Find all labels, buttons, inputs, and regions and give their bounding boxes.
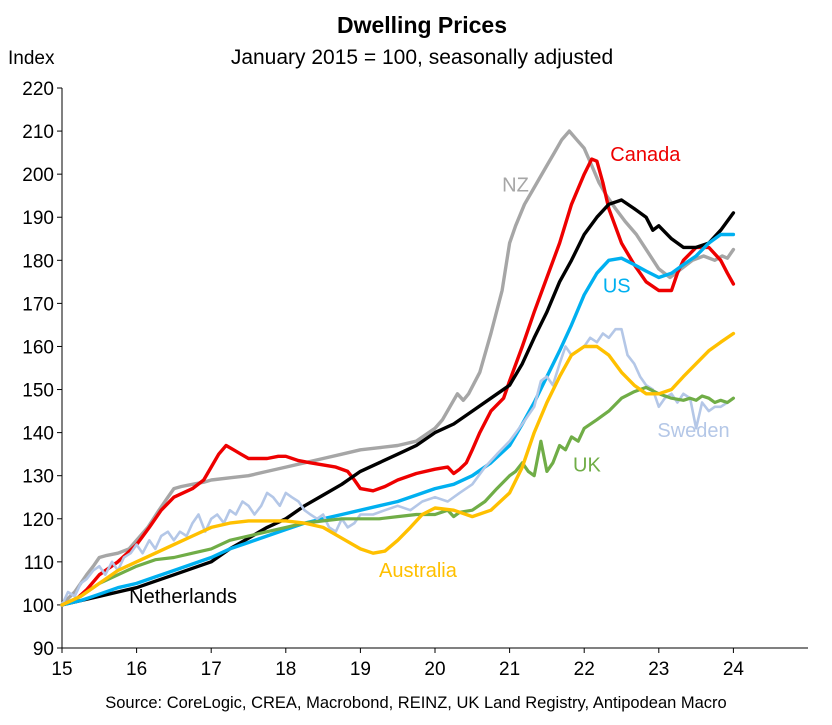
x-tick-label: 23: [648, 659, 669, 680]
y-tick-label: 150: [22, 381, 54, 402]
series-line-us: [60, 232, 736, 607]
x-tick-label: 21: [499, 659, 520, 680]
y-tick-label: 220: [22, 79, 54, 100]
axes: 90 100 110 120 130 140 150 160 170 180 190 200 210 22…: [22, 79, 808, 680]
series-labels: NZ Canada US Sweden UK Australia Netherlands: [129, 144, 730, 608]
series-label-nz: NZ: [502, 174, 529, 196]
y-tick-label: 180: [22, 251, 54, 272]
series-line-netherlands: [60, 198, 736, 607]
x-tick-label: 15: [51, 659, 72, 680]
series-lines: [60, 129, 736, 607]
y-axis-label: Index: [8, 48, 55, 69]
series-label-sweden: Sweden: [657, 420, 729, 442]
y-tick-label: 170: [22, 294, 54, 315]
x-tick-label: 22: [574, 659, 595, 680]
series-label-canada: Canada: [610, 144, 681, 166]
y-tick-label: 210: [22, 122, 54, 143]
y-tick-label: 130: [22, 467, 54, 488]
y-tick-label: 190: [22, 208, 54, 229]
x-tick-label: 16: [126, 659, 147, 680]
y-tick-label: 90: [33, 639, 54, 660]
y-tick-label: 100: [22, 596, 54, 617]
source-note: Source: CoreLogic, CREA, Macrobond, REIN…: [105, 694, 726, 712]
x-tick-label: 17: [201, 659, 222, 680]
y-tick-label: 160: [22, 337, 54, 358]
y-tick-label: 200: [22, 165, 54, 186]
series-label-netherlands: Netherlands: [129, 586, 237, 608]
x-tick-label: 20: [424, 659, 445, 680]
series-line-sweden: [60, 327, 735, 607]
x-tick-label: 19: [350, 659, 371, 680]
x-tick-label: 18: [275, 659, 296, 680]
y-tick-label: 120: [22, 510, 54, 531]
series-label-us: US: [603, 276, 631, 298]
series-line-australia: [60, 331, 736, 607]
series-line-uk: [60, 385, 735, 607]
x-tick-label: 24: [723, 659, 745, 680]
chart-subtitle: January 2015 = 100, seasonally adjusted: [231, 46, 613, 69]
chart-title: Dwelling Prices: [337, 12, 507, 38]
y-tick-label: 140: [22, 424, 54, 445]
series-label-uk: UK: [573, 454, 601, 476]
series-line-canada: [60, 157, 736, 607]
series-label-australia: Australia: [379, 560, 458, 582]
y-tick-label: 110: [24, 553, 54, 574]
